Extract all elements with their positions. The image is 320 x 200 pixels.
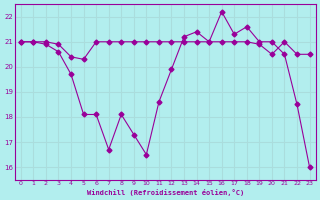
X-axis label: Windchill (Refroidissement éolien,°C): Windchill (Refroidissement éolien,°C) <box>87 189 244 196</box>
